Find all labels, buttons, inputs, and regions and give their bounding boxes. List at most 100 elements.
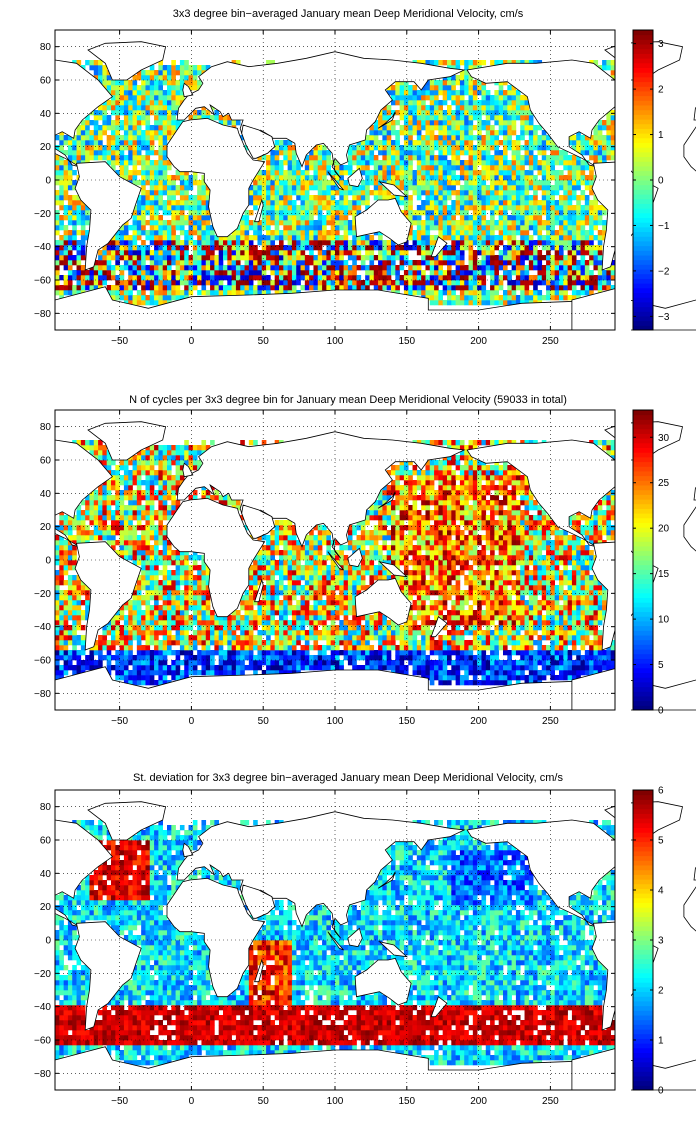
- heatmap-cell: [554, 650, 560, 656]
- heatmap-cell: [201, 230, 207, 236]
- heatmap-cell: [317, 215, 323, 221]
- heatmap-cell: [567, 280, 573, 286]
- heatmap-cell: [382, 195, 387, 201]
- heatmap-cell: [391, 85, 396, 91]
- heatmap-cell: [434, 280, 439, 286]
- heatmap-cell: [416, 195, 422, 201]
- heatmap-cell: [119, 100, 125, 106]
- heatmap-cell: [481, 185, 487, 191]
- heatmap-cell: [610, 285, 616, 291]
- heatmap-cell: [59, 295, 64, 301]
- heatmap-cell: [274, 265, 280, 271]
- heatmap-cell: [313, 285, 319, 291]
- heatmap-cell: [257, 655, 263, 661]
- colorbar-segment: [633, 151, 653, 158]
- heatmap-cell: [72, 150, 77, 156]
- heatmap-cell: [408, 650, 413, 656]
- heatmap-cell: [472, 95, 478, 101]
- heatmap-cell: [261, 270, 267, 276]
- heatmap-cell: [85, 130, 90, 136]
- heatmap-cell: [455, 60, 461, 66]
- heatmap-cell: [283, 670, 288, 676]
- heatmap-cell: [580, 140, 586, 146]
- heatmap-cell: [589, 240, 594, 246]
- heatmap-cell: [421, 120, 426, 126]
- heatmap-cell: [145, 150, 151, 156]
- heatmap-cell: [326, 655, 331, 661]
- heatmap-cell: [141, 110, 146, 116]
- heatmap-cell: [283, 210, 288, 216]
- heatmap-cell: [136, 265, 142, 271]
- heatmap-cell: [352, 240, 357, 246]
- heatmap-cell: [257, 180, 263, 186]
- heatmap-cell: [412, 145, 418, 151]
- heatmap-cell: [248, 285, 254, 291]
- heatmap-cell: [89, 660, 95, 666]
- heatmap-cell: [55, 640, 60, 646]
- heatmap-cell: [373, 195, 379, 201]
- heatmap-cell: [132, 215, 138, 221]
- heatmap-cell: [197, 190, 202, 196]
- heatmap-cell: [119, 85, 125, 91]
- heatmap-cell: [464, 265, 469, 271]
- heatmap-cell: [559, 175, 564, 181]
- heatmap-cell: [93, 270, 99, 276]
- heatmap-cell: [80, 215, 86, 221]
- heatmap-cell: [524, 290, 530, 296]
- heatmap-cell: [136, 200, 142, 206]
- heatmap-cell: [214, 270, 219, 276]
- heatmap-cell: [554, 275, 560, 281]
- heatmap-cell: [154, 205, 159, 211]
- heatmap-cell: [447, 215, 452, 221]
- heatmap-cell: [287, 655, 293, 661]
- heatmap-cell: [580, 210, 586, 216]
- heatmap-cell: [158, 170, 163, 176]
- heatmap-cell: [567, 275, 573, 281]
- heatmap-cell: [59, 275, 64, 281]
- heatmap-cell: [192, 265, 198, 271]
- heatmap-cell: [55, 285, 60, 291]
- heatmap-cell: [261, 250, 267, 256]
- heatmap-cell: [317, 665, 323, 671]
- heatmap-cell: [563, 675, 568, 681]
- heatmap-cell: [123, 135, 129, 141]
- heatmap-cell: [85, 270, 90, 276]
- heatmap-cell: [481, 650, 487, 656]
- heatmap-cell: [429, 300, 435, 306]
- heatmap-cell: [171, 215, 176, 221]
- heatmap-cell: [447, 75, 452, 81]
- heatmap-cell: [360, 145, 366, 151]
- heatmap-cell: [382, 120, 387, 126]
- heatmap-cell: [106, 140, 112, 146]
- heatmap-cell: [162, 190, 168, 196]
- heatmap-cell: [438, 280, 443, 286]
- heatmap-cell: [188, 270, 194, 276]
- heatmap-cell: [524, 660, 530, 666]
- heatmap-cell: [231, 290, 237, 296]
- heatmap-cell: [162, 155, 168, 161]
- heatmap-cell: [167, 295, 172, 301]
- heatmap-cell: [192, 280, 198, 286]
- heatmap-cell: [494, 235, 499, 241]
- heatmap-cell: [123, 85, 129, 91]
- heatmap-cell: [115, 230, 120, 236]
- heatmap-cell: [442, 235, 448, 241]
- heatmap-cell: [240, 640, 245, 646]
- heatmap-cell: [365, 160, 370, 166]
- heatmap-cell: [524, 680, 530, 686]
- heatmap-cell: [481, 145, 487, 151]
- heatmap-cell: [550, 265, 555, 271]
- heatmap-cell: [132, 280, 138, 286]
- heatmap-cell: [76, 670, 82, 676]
- heatmap-cell: [145, 160, 151, 166]
- heatmap-cell: [520, 95, 525, 101]
- heatmap-cell: [240, 275, 245, 281]
- heatmap-cell: [442, 90, 448, 96]
- heatmap-cell: [464, 115, 469, 121]
- heatmap-cell: [63, 260, 69, 266]
- heatmap-cell: [167, 280, 172, 286]
- heatmap-cell: [279, 175, 284, 181]
- heatmap-cell: [520, 60, 525, 66]
- heatmap-cell: [425, 660, 431, 666]
- heatmap-cell: [188, 665, 194, 671]
